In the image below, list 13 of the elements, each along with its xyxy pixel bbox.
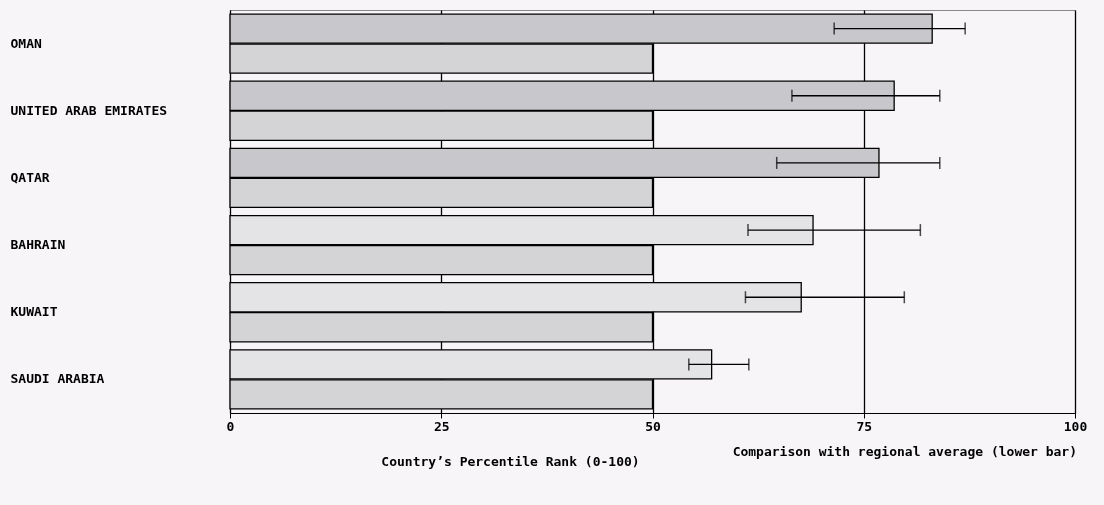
x-tick-label: 50 bbox=[645, 418, 661, 434]
y-tick-label: BAHRAIN bbox=[10, 237, 66, 253]
x-tick-label: 100 bbox=[1063, 418, 1088, 434]
x-tick-label: 0 bbox=[226, 418, 235, 434]
x-tick-label: 75 bbox=[856, 418, 873, 434]
y-tick-label: UNITED ARAB EMIRATES bbox=[10, 102, 168, 118]
y-tick-label: KUWAIT bbox=[10, 304, 58, 320]
y-tick-label: SAUDI ARABIA bbox=[10, 371, 105, 387]
y-tick-label: QATAR bbox=[10, 169, 50, 185]
y-tick-label: OMAN bbox=[10, 35, 42, 51]
text: Comparison with regional average (lower bar) bbox=[732, 444, 1077, 459]
x-tick-label: 25 bbox=[433, 418, 450, 434]
x-axis-title: Country’s Percentile Rank (0-100) bbox=[381, 453, 640, 469]
